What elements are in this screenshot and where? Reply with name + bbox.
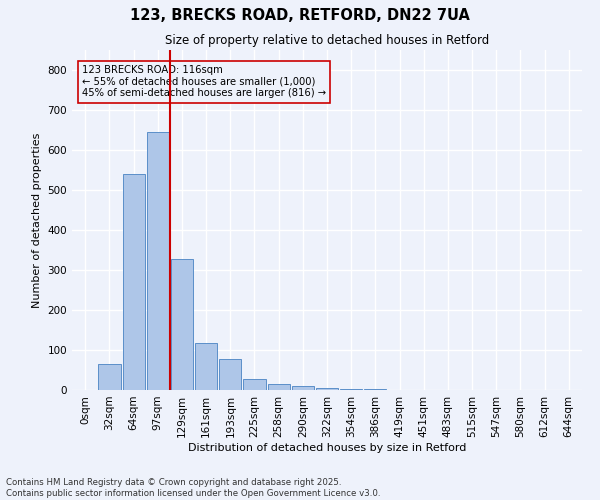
Bar: [316, 388, 338, 390]
Bar: [244, 379, 266, 390]
Y-axis label: Number of detached properties: Number of detached properties: [32, 132, 42, 308]
Bar: [292, 386, 314, 390]
X-axis label: Distribution of detached houses by size in Retford: Distribution of detached houses by size …: [188, 442, 466, 452]
Title: Size of property relative to detached houses in Retford: Size of property relative to detached ho…: [165, 34, 489, 48]
Text: 123, BRECKS ROAD, RETFORD, DN22 7UA: 123, BRECKS ROAD, RETFORD, DN22 7UA: [130, 8, 470, 22]
Bar: [268, 384, 290, 390]
Text: Contains HM Land Registry data © Crown copyright and database right 2025.
Contai: Contains HM Land Registry data © Crown c…: [6, 478, 380, 498]
Bar: [171, 259, 193, 390]
Bar: [146, 132, 169, 390]
Bar: [340, 389, 362, 390]
Bar: [219, 359, 241, 390]
Bar: [195, 343, 217, 390]
Bar: [122, 174, 145, 390]
Bar: [364, 389, 386, 390]
Bar: [98, 364, 121, 390]
Text: 123 BRECKS ROAD: 116sqm
← 55% of detached houses are smaller (1,000)
45% of semi: 123 BRECKS ROAD: 116sqm ← 55% of detache…: [82, 66, 326, 98]
